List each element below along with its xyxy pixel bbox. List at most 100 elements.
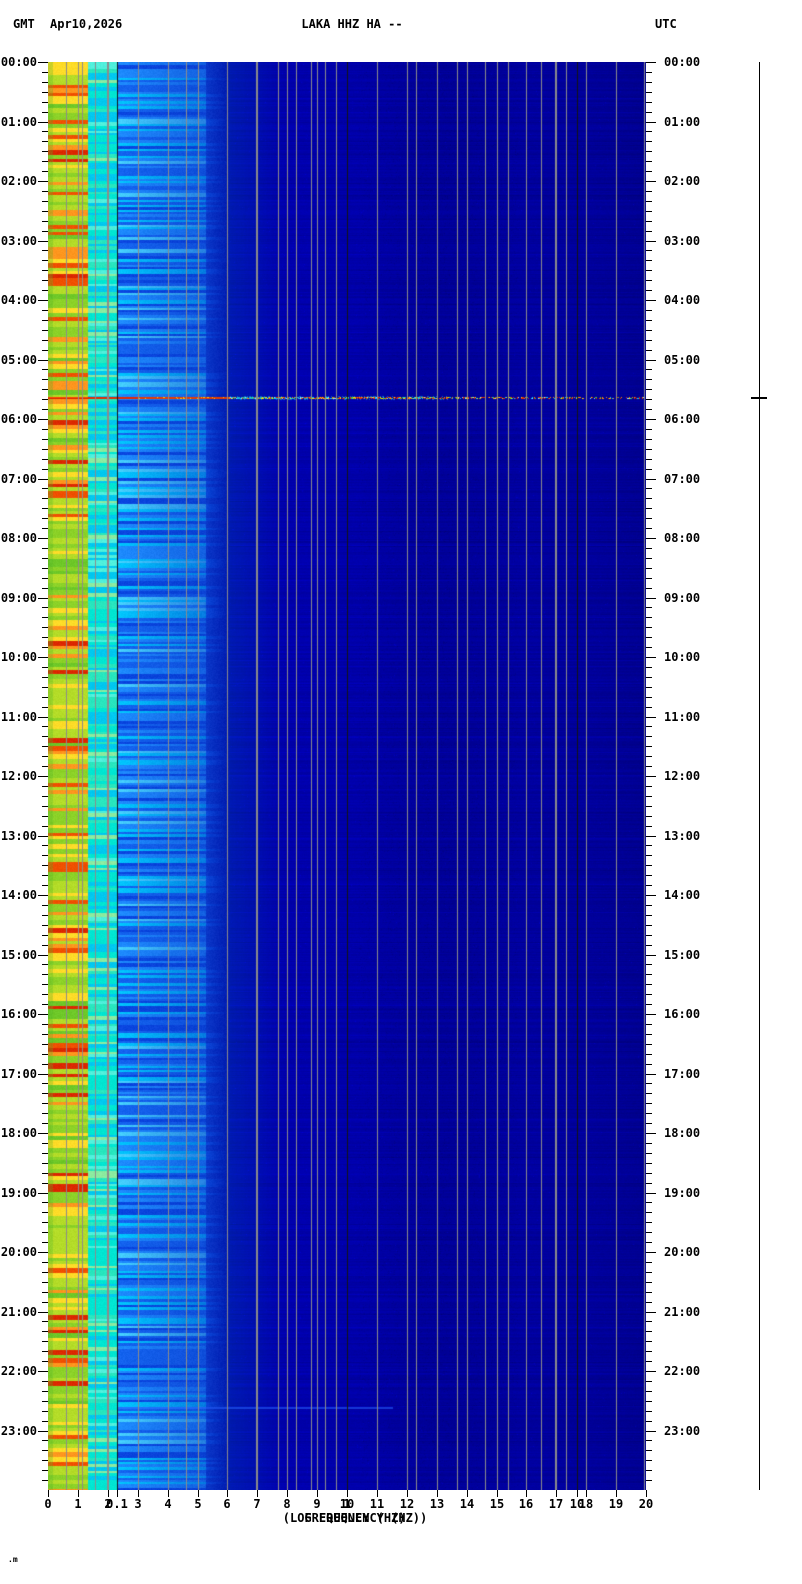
time-tick-minor-left (42, 1083, 48, 1084)
time-tick-minor-left (42, 945, 48, 946)
time-tick-minor-right (646, 320, 652, 321)
time-label-left: 16:00 (0, 1007, 37, 1021)
time-tick-minor-left (42, 221, 48, 222)
time-tick-minor-left (42, 865, 48, 866)
time-tick-minor-left (42, 469, 48, 470)
time-tick-minor-right (646, 1212, 652, 1213)
time-tick-minor-right (646, 1302, 652, 1303)
freq-tick-linear (407, 1490, 408, 1497)
time-tick-major-right (646, 836, 656, 837)
time-tick-major-right (646, 776, 656, 777)
time-tick-minor-left (42, 607, 48, 608)
freq-tick-log (577, 1490, 578, 1497)
time-tick-minor-left (42, 1480, 48, 1481)
time-tick-major-left (38, 895, 48, 896)
time-tick-major-right (646, 1014, 656, 1015)
time-tick-major-right (646, 181, 656, 182)
time-tick-minor-right (646, 1262, 652, 1263)
spectrogram-canvas (48, 62, 646, 1490)
time-tick-minor-right (646, 1044, 652, 1045)
time-tick-major-right (646, 1074, 656, 1075)
time-tick-minor-right (646, 1123, 652, 1124)
time-tick-minor-left (42, 637, 48, 638)
time-label-left: 05:00 (0, 353, 37, 367)
time-tick-minor-left (42, 964, 48, 965)
freq-tick-linear (646, 1490, 647, 1497)
time-tick-minor-left (42, 766, 48, 767)
time-tick-major-right (646, 1371, 656, 1372)
time-tick-minor-right (646, 935, 652, 936)
time-tick-minor-left (42, 885, 48, 886)
freq-tick-linear (377, 1490, 378, 1497)
timezone-left-label: GMT (13, 17, 35, 31)
time-tick-minor-right (646, 330, 652, 331)
plot-title: LAKA HHZ HA -- (301, 17, 403, 31)
time-tick-minor-left (42, 270, 48, 271)
time-tick-minor-right (646, 280, 652, 281)
time-tick-major-right (646, 62, 656, 63)
time-tick-minor-left (42, 290, 48, 291)
time-tick-minor-left (42, 1202, 48, 1203)
time-tick-minor-left (42, 498, 48, 499)
freq-label-linear: 20 (638, 1497, 654, 1511)
freq-label-linear: 16 (518, 1497, 534, 1511)
time-tick-minor-right (646, 449, 652, 450)
freq-tick-linear (257, 1490, 258, 1497)
time-tick-minor-right (646, 1202, 652, 1203)
time-tick-minor-right (646, 1411, 652, 1412)
time-tick-minor-left (42, 1401, 48, 1402)
time-tick-minor-right (646, 796, 652, 797)
time-tick-minor-left (42, 746, 48, 747)
time-tick-minor-right (646, 1083, 652, 1084)
time-tick-minor-right (646, 1272, 652, 1273)
time-tick-minor-right (646, 1361, 652, 1362)
time-tick-minor-right (646, 607, 652, 608)
time-tick-minor-left (42, 1212, 48, 1213)
time-label-right: 01:00 (664, 115, 701, 129)
time-tick-minor-left (42, 736, 48, 737)
time-tick-minor-right (646, 1024, 652, 1025)
time-tick-minor-left (42, 1054, 48, 1055)
time-tick-minor-left (42, 231, 48, 232)
time-tick-minor-right (646, 231, 652, 232)
time-label-left: 21:00 (0, 1305, 37, 1319)
time-tick-minor-right (646, 518, 652, 519)
time-tick-minor-right (646, 191, 652, 192)
freq-label-linear: 10 (339, 1497, 355, 1511)
time-tick-minor-left (42, 1113, 48, 1114)
time-tick-major-left (38, 1312, 48, 1313)
time-label-right: 02:00 (664, 174, 701, 188)
time-tick-minor-right (646, 994, 652, 995)
freq-tick-linear (198, 1490, 199, 1497)
time-tick-major-right (646, 1312, 656, 1313)
time-tick-minor-left (42, 1222, 48, 1223)
time-tick-minor-left (42, 459, 48, 460)
time-tick-minor-left (42, 320, 48, 321)
time-tick-minor-left (42, 1064, 48, 1065)
time-tick-minor-left (42, 1341, 48, 1342)
time-tick-minor-right (646, 399, 652, 400)
time-tick-major-right (646, 955, 656, 956)
time-tick-minor-right (646, 459, 652, 460)
time-tick-minor-right (646, 1034, 652, 1035)
freq-label-linear: 1 (74, 1497, 82, 1511)
time-tick-minor-left (42, 687, 48, 688)
time-tick-minor-left (42, 1044, 48, 1045)
time-tick-minor-right (646, 260, 652, 261)
time-tick-minor-right (646, 697, 652, 698)
time-tick-minor-left (42, 697, 48, 698)
freq-label-linear: 5 (194, 1497, 202, 1511)
event-marker-tick (751, 397, 767, 399)
freq-label-linear: 0 (44, 1497, 52, 1511)
time-tick-minor-right (646, 667, 652, 668)
time-tick-major-right (646, 241, 656, 242)
time-tick-minor-right (646, 528, 652, 529)
time-tick-major-left (38, 657, 48, 658)
time-tick-minor-right (646, 1480, 652, 1481)
time-tick-minor-right (646, 865, 652, 866)
time-tick-major-right (646, 300, 656, 301)
time-label-right: 16:00 (664, 1007, 701, 1021)
time-tick-minor-left (42, 617, 48, 618)
time-tick-minor-right (646, 340, 652, 341)
time-tick-minor-left (42, 72, 48, 73)
